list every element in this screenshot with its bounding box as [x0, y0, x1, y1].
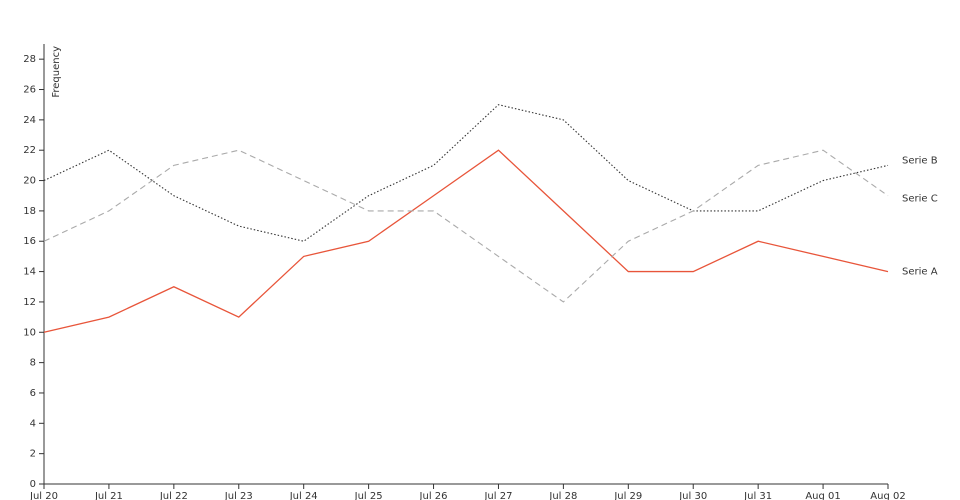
y-tick-label: 10: [23, 327, 36, 338]
y-tick-label: 28: [23, 54, 36, 65]
x-tick-label: Jul 20: [29, 491, 58, 500]
y-tick-label: 24: [23, 115, 36, 126]
series-label: Serie C: [902, 194, 938, 205]
y-tick-label: 26: [23, 85, 36, 96]
x-tick-label: Jul 26: [419, 491, 448, 500]
x-tick-label: Jul 29: [613, 491, 642, 500]
y-tick-label: 18: [23, 206, 36, 217]
x-tick-label: Jul 22: [159, 491, 188, 500]
series-line: [43, 149, 889, 303]
y-tick-label: 0: [30, 479, 36, 490]
x-tick-label: Jul 23: [224, 491, 253, 500]
y-tick-label: 6: [30, 388, 36, 399]
y-tick-label: 14: [23, 267, 36, 278]
series-label: Serie B: [902, 155, 938, 166]
x-tick-label: Aug 02: [870, 491, 905, 500]
y-tick-label: 2: [30, 449, 36, 460]
y-tick-label: 8: [30, 358, 36, 369]
x-tick-label: Jul 28: [548, 491, 577, 500]
x-tick-label: Jul 31: [743, 491, 772, 500]
x-tick-label: Jul 25: [354, 491, 383, 500]
y-tick-label: 22: [23, 145, 36, 156]
series-label: Serie A: [902, 267, 938, 278]
y-axis-label: Frequency: [51, 46, 62, 98]
y-tick-label: 16: [23, 236, 36, 247]
x-tick-label: Aug 01: [805, 491, 840, 500]
x-tick-label: Jul 21: [94, 491, 123, 500]
series-line: [43, 149, 889, 333]
y-tick-label: 12: [23, 297, 36, 308]
x-tick-label: Jul 27: [483, 491, 512, 500]
x-tick-label: Jul 24: [289, 491, 318, 500]
x-tick-label: Jul 30: [678, 491, 707, 500]
y-tick-label: 20: [23, 176, 36, 187]
y-tick-label: 4: [30, 418, 36, 429]
